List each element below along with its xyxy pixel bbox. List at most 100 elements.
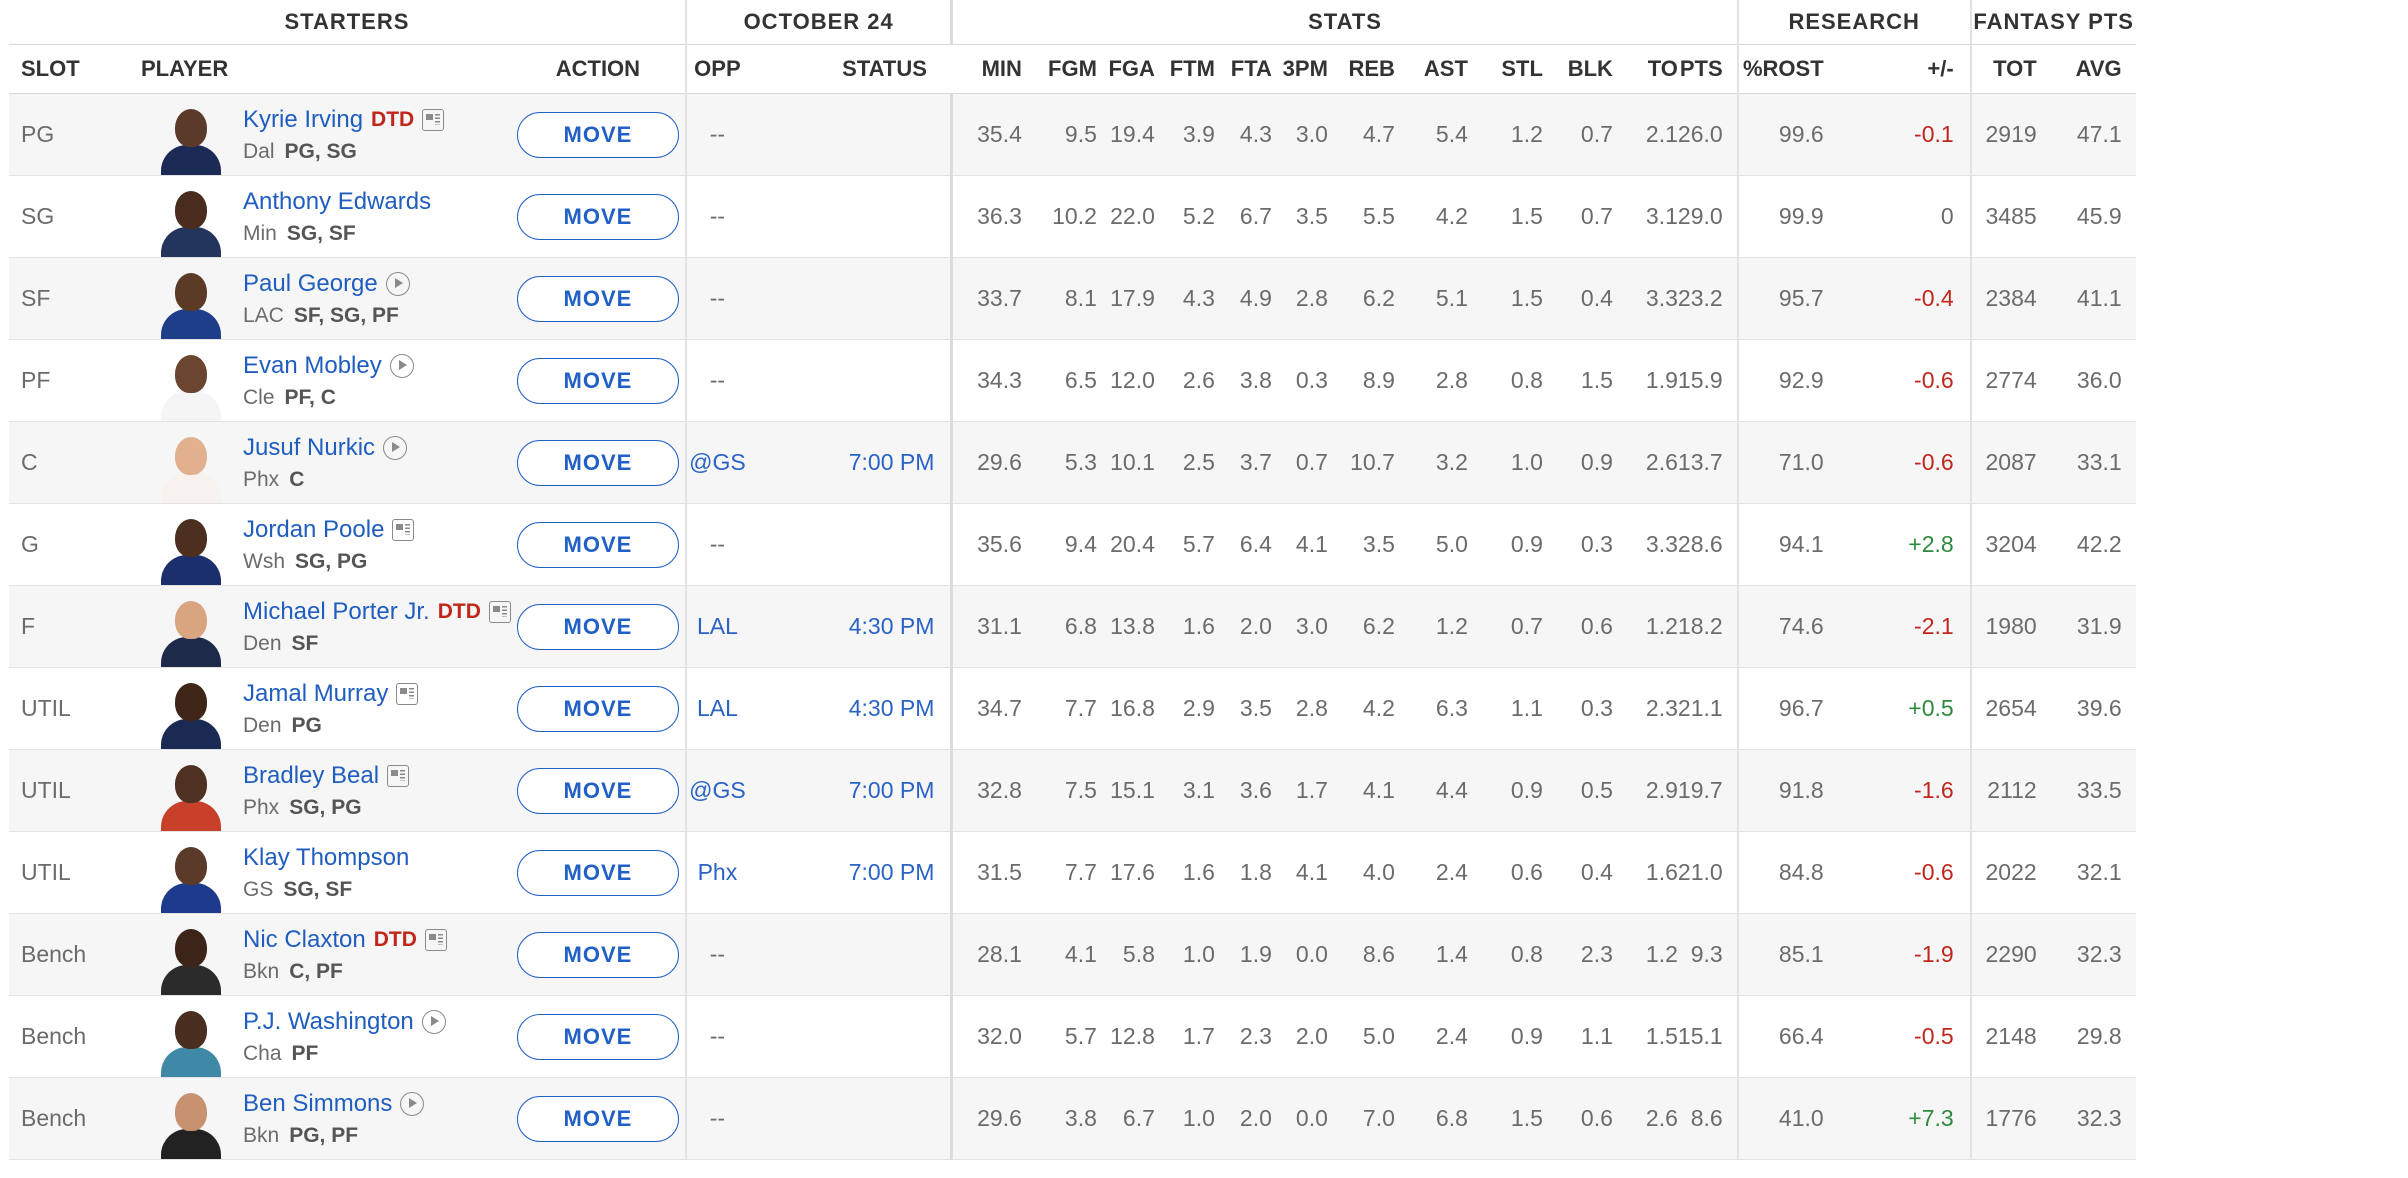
col-blk[interactable]: BLK (1542, 44, 1613, 94)
opponent[interactable]: LAL (685, 667, 748, 750)
player-name-link[interactable]: Nic Claxton (243, 925, 366, 953)
player-name-link[interactable]: Michael Porter Jr. (243, 597, 430, 625)
game-status[interactable]: 7:00 PM (747, 749, 954, 832)
news-icon[interactable] (488, 600, 511, 623)
col-tot[interactable]: TOT (1970, 44, 2037, 94)
play-icon[interactable] (385, 271, 410, 296)
player-headshot[interactable] (156, 263, 226, 339)
col-min[interactable]: MIN (951, 44, 1022, 94)
player-headshot[interactable] (156, 427, 226, 503)
col-stl[interactable]: STL (1467, 44, 1543, 94)
col-opp[interactable]: OPP (685, 44, 748, 94)
move-button[interactable]: MOVE (516, 111, 679, 158)
game-status (747, 339, 954, 422)
player-team: Den (243, 713, 282, 737)
game-status[interactable]: 7:00 PM (747, 421, 954, 504)
move-button[interactable]: MOVE (516, 275, 679, 322)
player-name-link[interactable]: Jamal Murray (243, 679, 389, 707)
stat-ast: 2.4 (1394, 831, 1468, 914)
player-cell: Nic Claxton DTD Bkn C, PF (129, 913, 511, 996)
player-name-link[interactable]: Bradley Beal (243, 761, 380, 789)
starters-header: STARTERS (9, 0, 687, 45)
stat-3pm: 2.8 (1271, 667, 1328, 750)
stat-fta: 3.8 (1214, 339, 1272, 422)
news-icon[interactable] (424, 928, 447, 951)
player-headshot[interactable] (156, 919, 226, 995)
move-button[interactable]: MOVE (516, 193, 679, 240)
play-icon[interactable] (389, 353, 414, 378)
player-headshot[interactable] (156, 345, 226, 421)
col-slot[interactable]: SLOT (9, 44, 129, 94)
col-3pm[interactable]: 3PM (1271, 44, 1328, 94)
col-action[interactable]: ACTION (510, 44, 687, 94)
col-status[interactable]: STATUS (747, 44, 952, 94)
news-icon[interactable] (422, 108, 445, 131)
move-button[interactable]: MOVE (516, 849, 679, 896)
move-button[interactable]: MOVE (516, 931, 679, 978)
roster-body: PG Kyrie Irving DTD Dal PG, SG (9, 93, 2136, 1160)
stat-blk: 0.3 (1542, 503, 1613, 586)
move-button[interactable]: MOVE (516, 603, 679, 650)
player-name-link[interactable]: Evan Mobley (243, 351, 382, 379)
col-rost[interactable]: %ROST (1737, 44, 1824, 94)
player-headshot[interactable] (156, 509, 226, 585)
player-name-link[interactable]: P.J. Washington (243, 1007, 414, 1035)
player-name-link[interactable]: Kyrie Irving (243, 105, 364, 133)
news-icon[interactable] (392, 518, 415, 541)
player-name-link[interactable]: Jusuf Nurkic (243, 433, 376, 461)
col-ftm[interactable]: FTM (1154, 44, 1215, 94)
player-headshot[interactable] (156, 99, 226, 175)
game-status[interactable]: 4:30 PM (747, 667, 954, 750)
fantasy-total: 2774 (1970, 339, 2037, 422)
stat-to: 1.9 (1612, 339, 1678, 422)
slot-label: G (9, 503, 129, 586)
col-player[interactable]: PLAYER (129, 44, 511, 94)
opponent[interactable]: @GS (685, 749, 748, 832)
play-icon[interactable] (421, 1009, 446, 1034)
col-reb[interactable]: REB (1327, 44, 1395, 94)
move-button[interactable]: MOVE (516, 357, 679, 404)
col-fgm[interactable]: FGM (1021, 44, 1097, 94)
dtd-badge: DTD (371, 107, 415, 131)
col-to[interactable]: TO (1612, 44, 1678, 94)
stat-ast: 4.4 (1394, 749, 1468, 832)
player-headshot[interactable] (156, 591, 226, 667)
move-button[interactable]: MOVE (516, 685, 679, 732)
move-button[interactable]: MOVE (516, 767, 679, 814)
player-name-link[interactable]: Jordan Poole (243, 515, 385, 543)
player-headshot[interactable] (156, 181, 226, 257)
percent-rostered: 94.1 (1737, 503, 1824, 586)
player-headshot[interactable] (156, 1001, 226, 1077)
stat-ast: 4.2 (1394, 175, 1468, 258)
stat-reb: 3.5 (1327, 503, 1395, 586)
col-plus-minus[interactable]: +/- (1823, 44, 1972, 94)
player-name-link[interactable]: Paul George (243, 269, 378, 297)
move-button[interactable]: MOVE (516, 1013, 679, 1060)
move-button[interactable]: MOVE (516, 439, 679, 486)
news-icon[interactable] (396, 682, 419, 705)
player-name-link[interactable]: Anthony Edwards (243, 187, 432, 215)
col-fta[interactable]: FTA (1214, 44, 1272, 94)
player-name-link[interactable]: Ben Simmons (243, 1089, 393, 1117)
game-status[interactable]: 7:00 PM (747, 831, 954, 914)
player-headshot[interactable] (156, 1083, 226, 1159)
player-headshot[interactable] (156, 673, 226, 749)
move-button[interactable]: MOVE (516, 1095, 679, 1142)
game-status[interactable]: 4:30 PM (747, 585, 954, 668)
opponent[interactable]: LAL (685, 585, 748, 668)
stat-pts: 29.0 (1677, 175, 1739, 258)
col-fga[interactable]: FGA (1096, 44, 1155, 94)
action-cell: MOVE (510, 93, 687, 176)
play-icon[interactable] (383, 435, 408, 460)
play-icon[interactable] (400, 1091, 425, 1116)
player-name-link[interactable]: Klay Thompson (243, 843, 410, 871)
col-ast[interactable]: AST (1394, 44, 1468, 94)
player-headshot[interactable] (156, 837, 226, 913)
news-icon[interactable] (387, 764, 410, 787)
col-avg[interactable]: AVG (2036, 44, 2136, 94)
player-headshot[interactable] (156, 755, 226, 831)
col-pts[interactable]: PTS (1677, 44, 1739, 94)
opponent[interactable]: Phx (685, 831, 748, 914)
opponent[interactable]: @GS (685, 421, 748, 504)
move-button[interactable]: MOVE (516, 521, 679, 568)
